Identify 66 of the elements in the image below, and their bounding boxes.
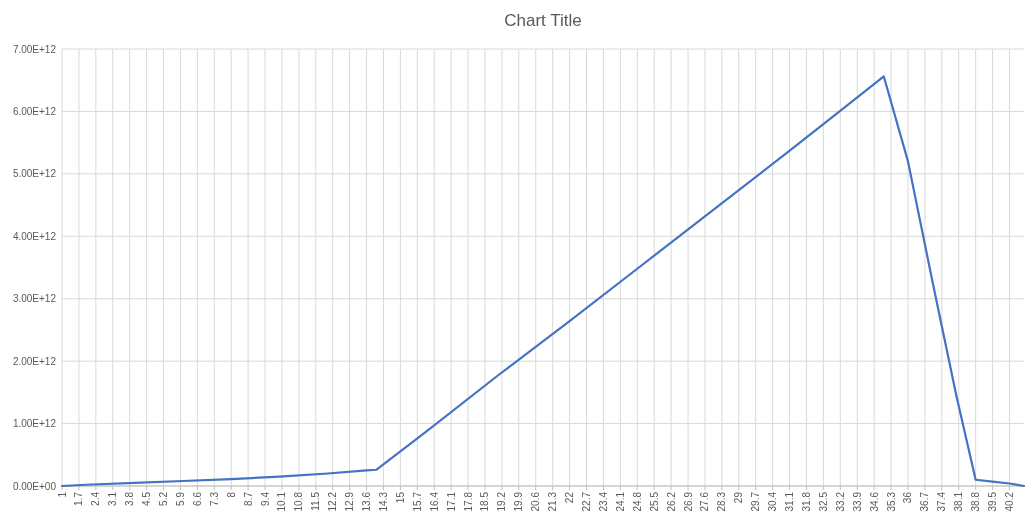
x-tick-label: 35.3 — [885, 491, 897, 512]
x-tick-label: 30.4 — [767, 491, 779, 512]
x-tick-label: 31.1 — [784, 491, 796, 512]
x-tick-label: 23.4 — [597, 491, 609, 512]
x-tick-label: 33.9 — [851, 491, 863, 512]
x-tick-label: 28.3 — [716, 491, 728, 512]
x-tick-label: 6.6 — [191, 491, 203, 506]
chart-title: Chart Title — [504, 11, 582, 30]
x-tick-label: 16.4 — [428, 491, 440, 512]
x-tick-label: 7.3 — [208, 491, 220, 506]
x-tick-label: 36.7 — [919, 491, 931, 512]
x-tick-label: 29 — [733, 491, 745, 504]
x-tick-label: 38.8 — [970, 491, 982, 512]
x-tick-label: 32.5 — [817, 491, 829, 512]
x-tick-label: 4.5 — [141, 491, 153, 506]
x-tick-label: 31.8 — [800, 491, 812, 512]
x-tick-label: 37.4 — [936, 491, 948, 512]
x-tick-label: 25.5 — [648, 491, 660, 512]
x-tick-label: 29.7 — [750, 491, 762, 512]
x-tick-label: 22 — [564, 491, 576, 504]
y-tick-label: 0.00E+00 — [12, 480, 57, 492]
x-tick-label: 38.1 — [953, 491, 965, 512]
y-tick-label: 7.00E+12 — [12, 43, 57, 55]
x-tick-label: 36 — [902, 491, 914, 504]
x-tick-label: 26.9 — [682, 491, 694, 512]
x-tick-label: 12.2 — [327, 491, 339, 512]
y-tick-label: 5.00E+12 — [12, 168, 57, 180]
x-tick-label: 15.7 — [411, 491, 423, 512]
y-tick-label: 2.00E+12 — [12, 355, 57, 367]
x-tick-label: 17.1 — [445, 491, 457, 512]
x-tick-label: 33.2 — [834, 491, 846, 512]
x-tick-label: 10.1 — [276, 491, 288, 512]
x-tick-label: 17.8 — [462, 491, 474, 512]
x-tick-label: 1 — [56, 491, 68, 498]
y-tick-label: 4.00E+12 — [12, 230, 57, 242]
x-tick-label: 1.7 — [73, 491, 85, 506]
x-tick-label: 39.5 — [987, 491, 999, 512]
y-tick-label: 1.00E+12 — [12, 418, 57, 430]
x-tick-label: 40.2 — [1004, 491, 1015, 512]
x-tick-label: 20.6 — [530, 491, 542, 512]
x-tick-label: 19.9 — [513, 491, 525, 512]
x-tick-label: 9.4 — [259, 491, 271, 506]
x-tick-label: 3.8 — [124, 491, 136, 506]
x-tick-label: 5.9 — [174, 491, 186, 506]
x-tick-label: 26.2 — [665, 491, 677, 512]
x-tick-label: 34.6 — [868, 491, 880, 512]
y-tick-label: 6.00E+12 — [12, 105, 57, 117]
x-tick-label: 27.6 — [699, 491, 711, 512]
x-tick-label: 24.8 — [631, 491, 643, 512]
x-tick-label: 11.5 — [310, 491, 322, 511]
x-tick-label: 8.7 — [242, 491, 254, 506]
x-tick-label: 8 — [225, 491, 237, 498]
x-tick-label: 19.2 — [496, 491, 508, 512]
y-tick-label: 3.00E+12 — [12, 293, 57, 305]
x-tick-label: 18.5 — [479, 491, 491, 512]
x-tick-label: 12.9 — [344, 491, 356, 512]
x-tick-label: 10.8 — [293, 491, 305, 512]
x-tick-label: 21.3 — [547, 491, 559, 512]
x-tick-label: 22.7 — [581, 491, 593, 512]
x-tick-label: 13.6 — [361, 491, 373, 512]
x-tick-label: 5.2 — [158, 491, 170, 506]
x-tick-label: 2.4 — [90, 491, 102, 506]
x-tick-label: 15 — [394, 491, 406, 504]
x-tick-label: 14.3 — [377, 491, 389, 512]
x-tick-label: 24.1 — [614, 491, 626, 512]
x-tick-label: 3.1 — [107, 491, 119, 506]
